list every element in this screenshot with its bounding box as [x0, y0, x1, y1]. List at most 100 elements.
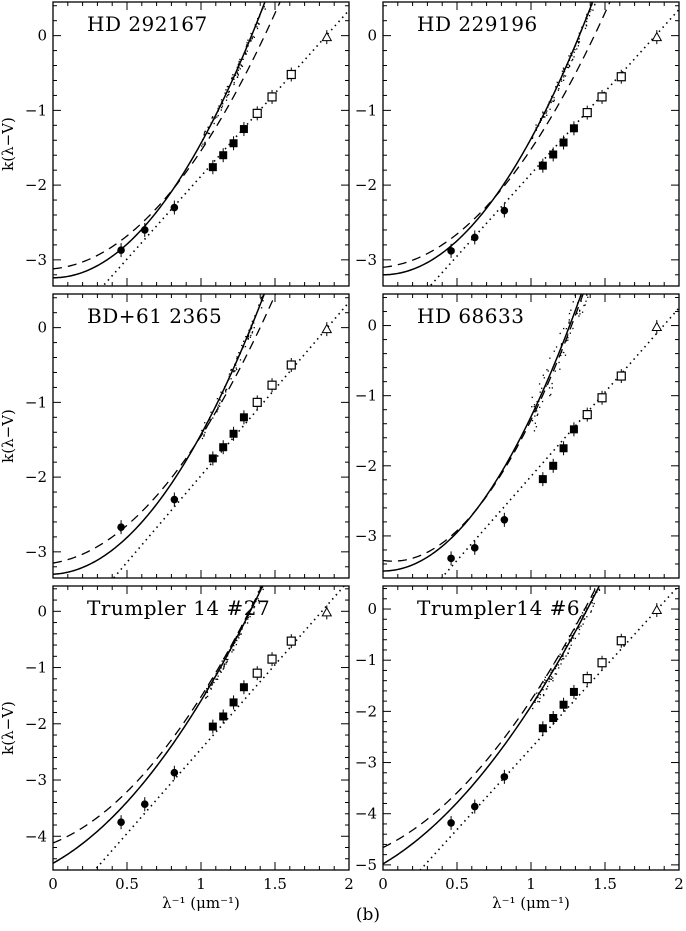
spectral-dot [220, 671, 222, 673]
spectral-dot [253, 327, 255, 329]
photometry-point [616, 371, 626, 381]
spectral-dot [207, 132, 210, 135]
fit-curve-dashed [53, 294, 277, 564]
spectral-dot [222, 392, 224, 394]
spectral-dot [225, 89, 227, 91]
spectral-dot [567, 337, 569, 339]
spectral-dot [548, 387, 551, 389]
spectral-dot [595, 251, 596, 252]
spectral-dots [531, 2, 596, 140]
spectral-dot [285, 534, 286, 535]
spectral-dot [601, 238, 602, 239]
spectral-dot [551, 95, 553, 98]
photometry-point [597, 658, 607, 668]
spectral-dot [235, 367, 237, 369]
fit-curve-solid [53, 294, 266, 576]
spectral-dot [225, 391, 227, 393]
spectral-dot [204, 431, 206, 434]
spectral-dot [221, 664, 223, 666]
spectral-dot [223, 663, 226, 665]
spectral-dot [595, 236, 596, 237]
spectral-dot [286, 233, 287, 234]
spectral-dot [245, 335, 247, 338]
photometry-point [267, 380, 277, 390]
spectral-dot [216, 409, 218, 411]
spectral-dot [583, 608, 585, 611]
spectral-dot [251, 604, 253, 607]
spectral-dot [283, 543, 284, 544]
spectral-dot [550, 671, 552, 674]
spectral-dot [273, 276, 274, 277]
spectral-dot [282, 249, 283, 250]
spectral-dot [288, 531, 289, 532]
spectral-dot [571, 59, 573, 62]
spectral-dot [239, 631, 241, 633]
spectral-dot [248, 612, 250, 614]
spectral-dot [210, 122, 212, 124]
spectral-dot [614, 213, 615, 214]
spectral-dot [277, 259, 278, 260]
spectral-dot [271, 571, 272, 572]
photometry-point [239, 683, 248, 692]
spectral-dot [284, 241, 285, 242]
spectral-dot [543, 679, 546, 681]
spectral-dot [236, 72, 239, 75]
spectral-dot [211, 116, 214, 118]
spectral-dot [275, 271, 276, 272]
spectral-dot [206, 691, 209, 694]
spectral-dot [223, 657, 225, 660]
spectral-dot [246, 615, 248, 618]
spectral-dot [594, 238, 595, 239]
spectral-dot [570, 644, 572, 646]
spectral-dot [217, 675, 219, 677]
y-tick-label: −3 [25, 543, 47, 561]
spectral-dot [223, 665, 225, 667]
spectral-dot [228, 378, 230, 380]
spectral-dot [605, 235, 606, 236]
spectral-dot [253, 606, 256, 608]
spectral-dot [611, 567, 612, 568]
photometry-point [470, 802, 479, 811]
spectral-dot [570, 640, 572, 642]
spectral-dot [212, 679, 214, 681]
spectral-dot [560, 343, 563, 345]
spectral-dot [570, 639, 572, 641]
spectral-dot [216, 116, 218, 118]
spectral-dot [555, 673, 558, 675]
photometry-point [252, 108, 262, 118]
spectral-dot [285, 533, 286, 534]
spectral-dot [580, 625, 582, 627]
y-tick-label: −2 [25, 468, 47, 486]
spectral-dot [592, 281, 593, 282]
spectral-dot [276, 556, 277, 557]
spectral-dot [278, 258, 279, 259]
spectral-dot [249, 613, 251, 615]
spectral-dot [248, 331, 251, 333]
spectral-dot [233, 81, 235, 84]
spectral-dot [211, 117, 213, 119]
spectral-dot [227, 94, 229, 96]
x-tick-label: 1 [526, 875, 536, 893]
spectral-dot [236, 368, 238, 371]
spectral-dot [535, 127, 537, 129]
spectral-dot [233, 83, 235, 86]
spectral-dot [275, 260, 276, 261]
spectral-dot [606, 205, 607, 206]
spectral-dot [607, 220, 608, 221]
spectral-dot [275, 268, 276, 269]
spectral-dot [290, 526, 291, 527]
spectral-dot [208, 132, 211, 135]
spectral-dot [228, 649, 231, 651]
spectral-dot [535, 124, 537, 126]
spectral-dot [203, 435, 205, 437]
spectral-dot [579, 310, 581, 312]
spectral-dot [581, 614, 583, 617]
spectral-dot [234, 363, 236, 365]
spectral-dot [590, 2, 593, 4]
spectral-dot [609, 559, 610, 560]
spectral-dot [247, 618, 249, 620]
spectral-dot [267, 291, 268, 292]
photometry-point [140, 226, 149, 234]
spectral-dot [250, 40, 252, 42]
photometry-point [321, 31, 333, 42]
